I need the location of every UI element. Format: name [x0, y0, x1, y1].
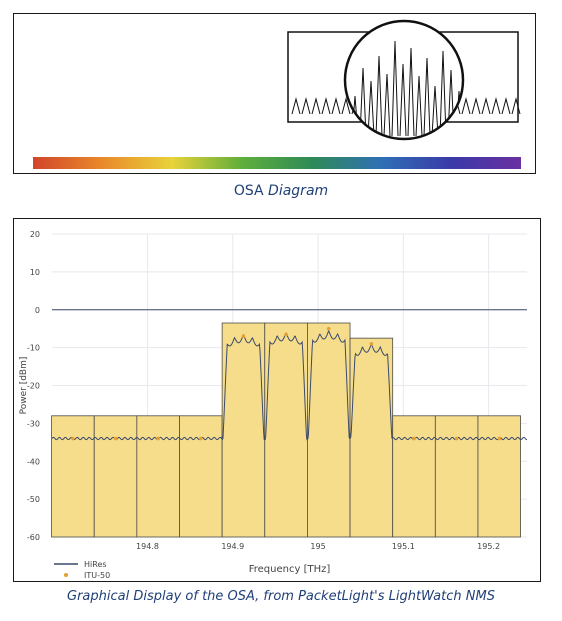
- channel-bar-10: [477, 415, 522, 538]
- itu-point-10: [497, 436, 502, 441]
- x-axis-ticks: 194.8 194.9 195 195.1 195.2: [136, 542, 500, 551]
- channel-bar-4: [221, 322, 266, 538]
- channel-bar-6: [307, 322, 351, 538]
- osa-diagram-caption: OSA Diagram: [0, 183, 562, 199]
- y-axis-ticks: 20 10 0 -10 -20 -30 -40 -50 -60: [27, 230, 40, 542]
- x-tick-label: 194.8: [136, 542, 159, 551]
- channel-bar-2: [136, 415, 180, 538]
- y-tick-label: -40: [27, 457, 40, 466]
- y-tick-label: 10: [30, 268, 40, 277]
- itu-point-0: [71, 436, 75, 441]
- channel-bar-0: [51, 415, 95, 538]
- itu-point-5: [284, 332, 288, 337]
- channel-bar-3: [179, 415, 223, 538]
- channel-bar-9: [434, 415, 479, 538]
- legend: HiRes ITU-50: [54, 560, 110, 580]
- y-tick-label: -60: [27, 533, 40, 542]
- y-tick-label: -30: [27, 419, 40, 428]
- itu-50-points: [71, 326, 502, 441]
- caption-italic: Diagram: [268, 183, 329, 199]
- x-tick-label: 195.1: [392, 542, 415, 551]
- legend-hires-label: HiRes: [84, 560, 107, 569]
- itu-point-1: [113, 436, 118, 441]
- y-axis-label: Power [dBm]: [19, 357, 29, 415]
- x-tick-label: 194.9: [221, 542, 244, 551]
- y-tick-label: -20: [27, 382, 40, 391]
- osa-power-chart: 20 10 0 -10 -20 -30 -40 -50 -60 194.8 194.9 195 195…: [19, 230, 528, 580]
- y-tick-label: 0: [35, 306, 40, 315]
- channel-bar-1: [93, 415, 138, 538]
- x-tick-label: 195: [310, 542, 325, 551]
- itu-point-4: [241, 334, 246, 339]
- channel-bar-8: [392, 415, 436, 538]
- itu-point-2: [156, 436, 160, 441]
- itu-point-9: [454, 436, 459, 441]
- chart-caption: Graphical Display of the OSA, from Packe…: [67, 589, 495, 604]
- channel-bar-7: [349, 337, 394, 538]
- osa-diagram: [13, 13, 536, 174]
- osa-chart-panel: 20 10 0 -10 -20 -30 -40 -50 -60 194.8 194.9 195 195…: [13, 218, 541, 582]
- magnified-spectrum-trace: [351, 40, 463, 137]
- itu-point-6: [326, 326, 331, 331]
- osa-diagram-graphic: [33, 19, 521, 169]
- itu-point-8: [412, 436, 416, 441]
- caption-prefix: OSA: [233, 183, 264, 199]
- y-tick-label: -50: [27, 495, 40, 504]
- hires-trace: [51, 330, 528, 441]
- itu-point-7: [369, 342, 374, 346]
- channel-bar-5: [264, 322, 308, 538]
- color-spectrum-bar: [33, 157, 521, 169]
- itu-point-3: [199, 436, 203, 441]
- legend-itu-swatch: [64, 573, 68, 577]
- y-tick-label: 20: [30, 230, 40, 239]
- x-tick-label: 195.2: [477, 542, 500, 551]
- channel-bars: [51, 322, 522, 538]
- legend-itu-label: ITU-50: [84, 571, 110, 580]
- x-axis-label: Frequency [THz]: [249, 564, 331, 575]
- y-tick-label: -10: [27, 344, 40, 353]
